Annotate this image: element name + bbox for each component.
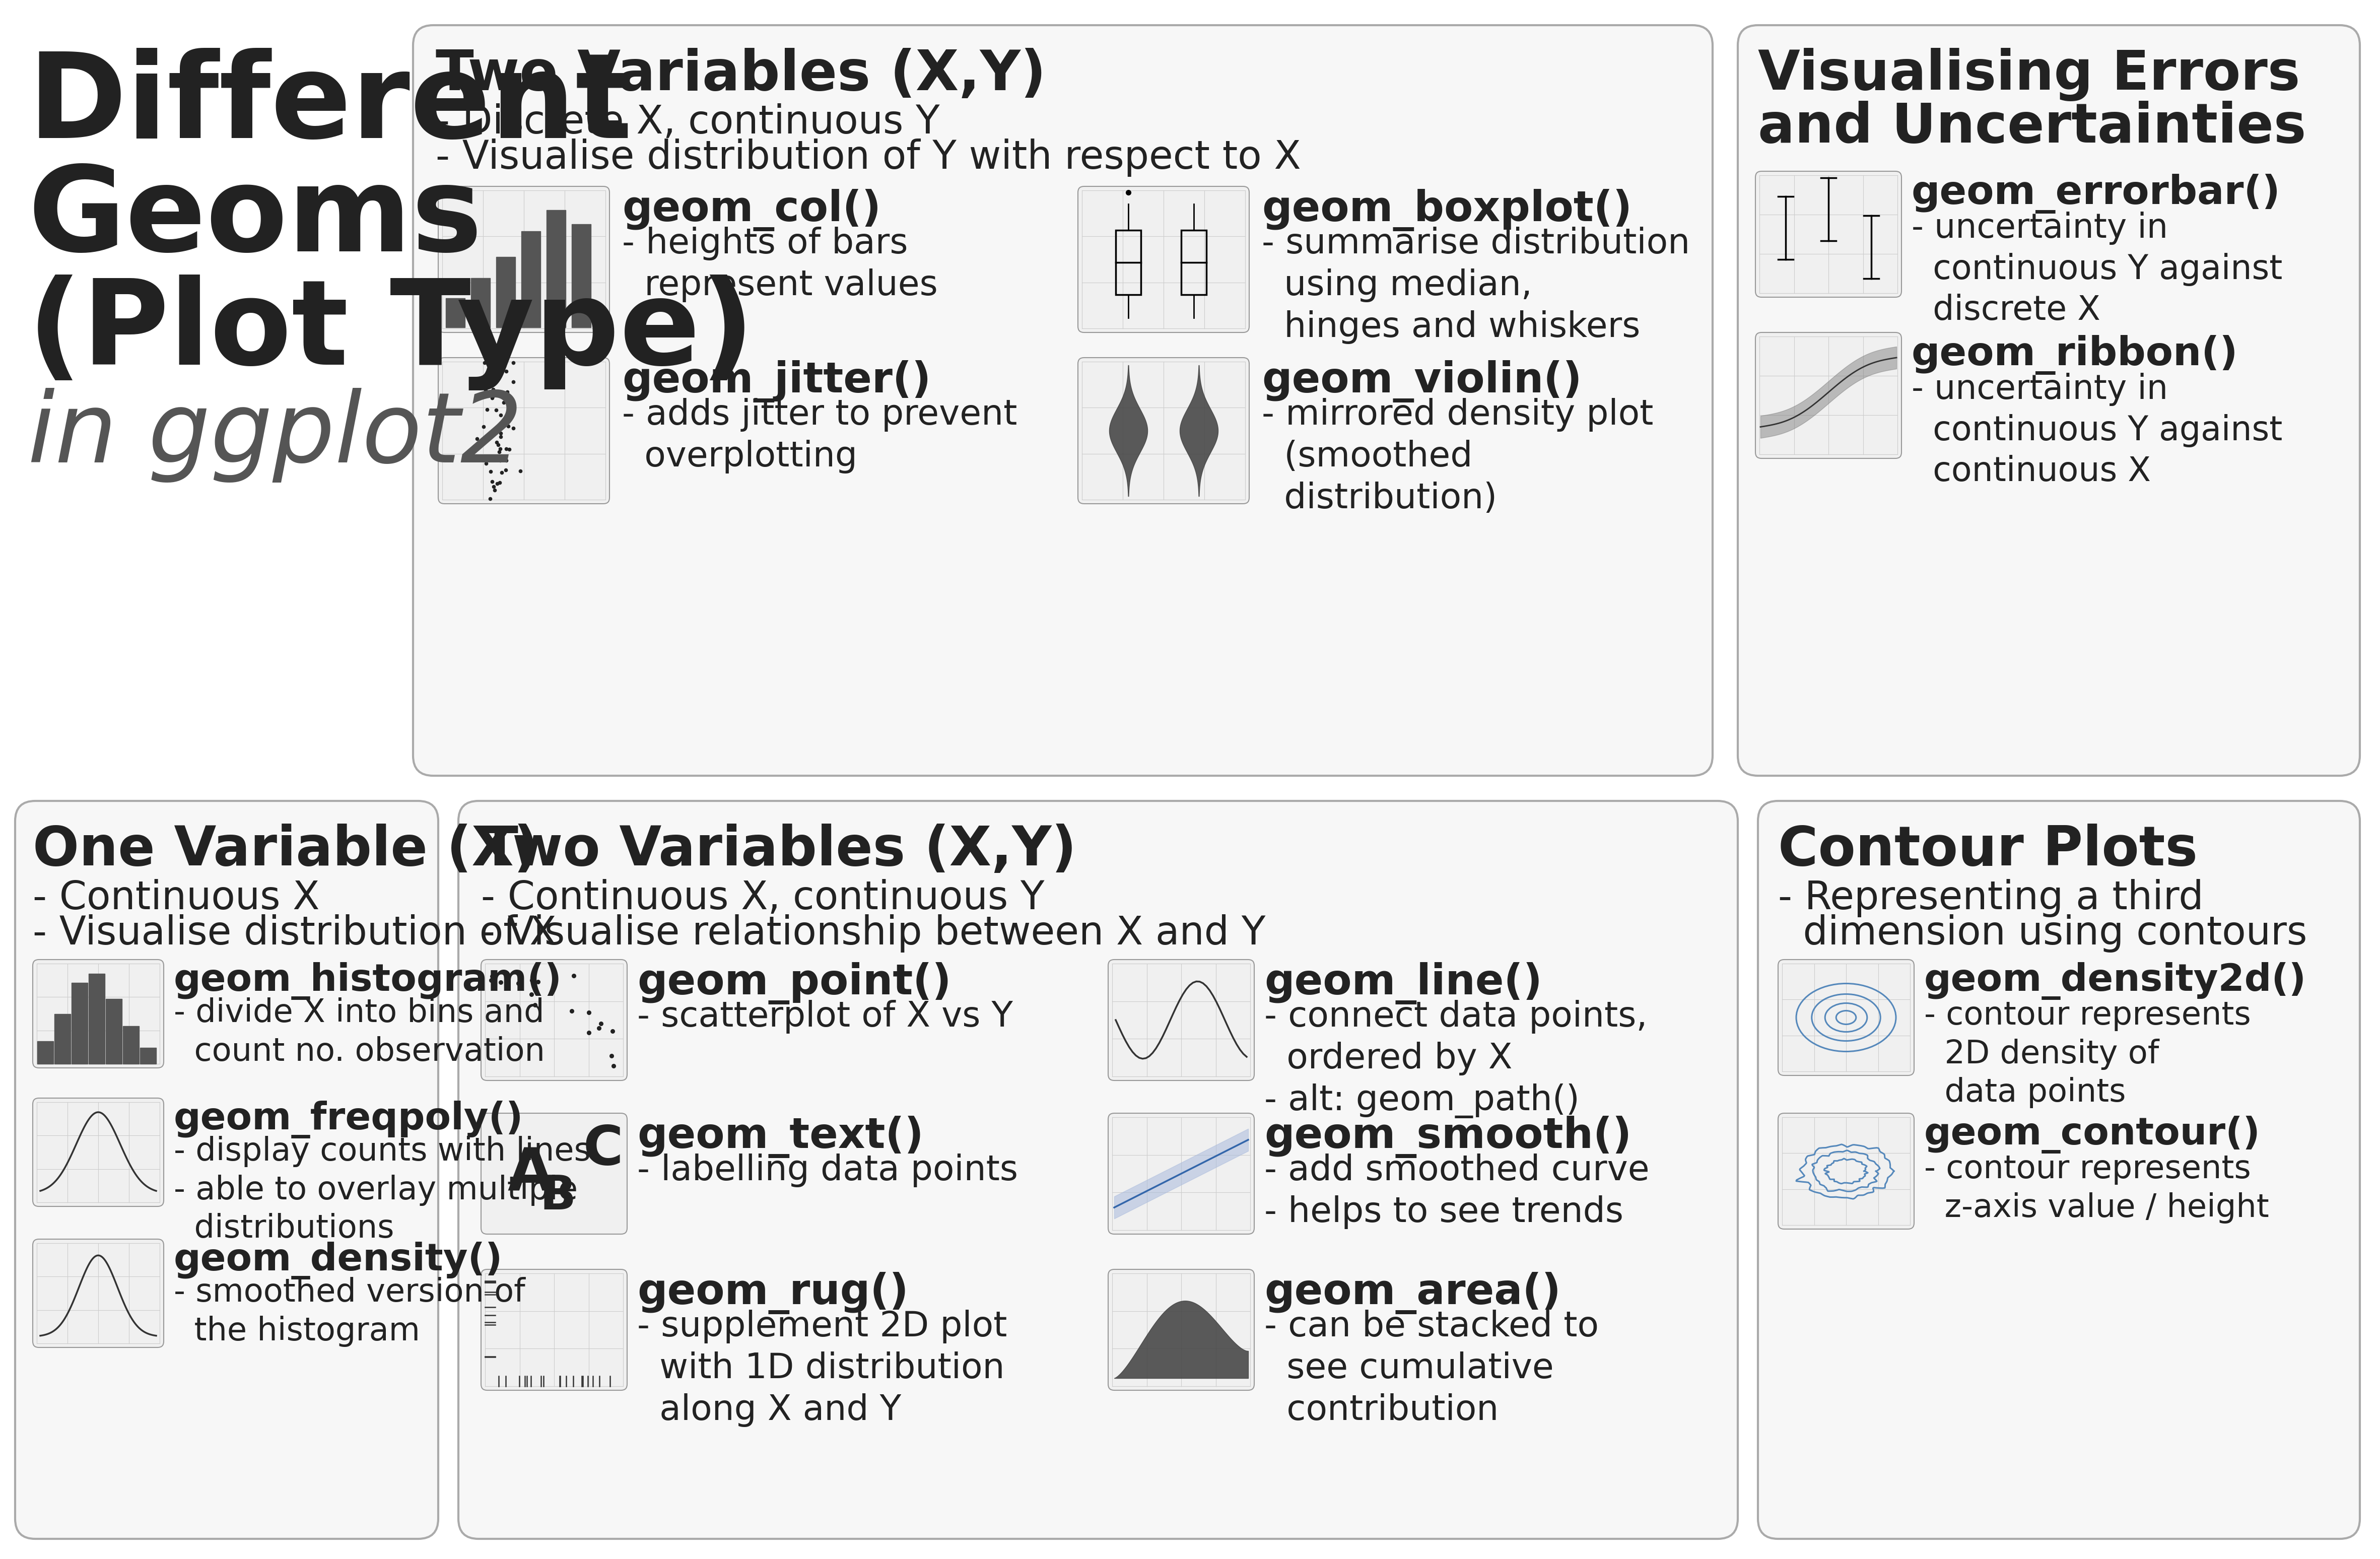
Text: geom_histogram(): geom_histogram() [174,962,562,999]
FancyBboxPatch shape [33,960,164,1068]
Text: geom_text(): geom_text() [638,1116,923,1158]
FancyBboxPatch shape [14,801,438,1539]
FancyBboxPatch shape [438,187,609,332]
FancyBboxPatch shape [481,960,626,1080]
Text: - labelling data points: - labelling data points [638,1154,1019,1188]
FancyBboxPatch shape [438,357,609,504]
Text: - Continuous X, continuous Y: - Continuous X, continuous Y [481,879,1045,917]
Text: One Variable (X): One Variable (X) [33,823,538,878]
Text: - scatterplot of X vs Y: - scatterplot of X vs Y [638,999,1014,1034]
Text: C: C [583,1122,624,1175]
Text: - add smoothed curve
- helps to see trends: - add smoothed curve - helps to see tren… [1264,1154,1649,1228]
FancyBboxPatch shape [1759,801,2361,1539]
Bar [1116,231,1140,295]
Text: (Plot Type): (Plot Type) [29,274,754,390]
Text: geom_boxplot(): geom_boxplot() [1261,189,1633,231]
FancyBboxPatch shape [1078,357,1249,504]
FancyBboxPatch shape [459,801,1737,1539]
Text: - smoothed version of
  the histogram: - smoothed version of the histogram [174,1277,526,1347]
Bar [471,278,490,327]
Text: - can be stacked to
  see cumulative
  contribution: - can be stacked to see cumulative contr… [1264,1310,1599,1426]
Bar [521,231,540,327]
Bar [38,1041,52,1063]
Bar [571,224,590,327]
Bar [140,1048,157,1063]
FancyBboxPatch shape [33,1098,164,1207]
Text: geom_contour(): geom_contour() [1923,1116,2261,1154]
FancyBboxPatch shape [1778,960,1914,1076]
Text: geom_line(): geom_line() [1264,962,1542,1004]
FancyBboxPatch shape [481,1269,626,1391]
Text: - Discrete X, continuous Y: - Discrete X, continuous Y [436,103,940,142]
Text: - adds jitter to prevent
  overplotting: - adds jitter to prevent overplotting [621,398,1016,474]
FancyBboxPatch shape [1109,1269,1254,1391]
Text: geom_violin(): geom_violin() [1261,360,1583,402]
Bar [445,298,464,327]
FancyBboxPatch shape [1109,960,1254,1080]
Bar [71,982,88,1063]
Text: Different: Different [29,48,633,162]
Text: geom_point(): geom_point() [638,962,952,1004]
Text: geom_errorbar(): geom_errorbar() [1911,173,2280,214]
FancyBboxPatch shape [414,25,1714,776]
Text: geom_rug(): geom_rug() [638,1272,909,1314]
Text: Contour Plots: Contour Plots [1778,823,2197,878]
Text: Two Variables (X,Y): Two Variables (X,Y) [481,823,1076,878]
Bar [1180,231,1207,295]
Text: Two Variables (X,Y): Two Variables (X,Y) [436,48,1047,101]
Text: - Visualise relationship between X and Y: - Visualise relationship between X and Y [481,914,1266,953]
Text: and Uncertainties: and Uncertainties [1759,101,2306,154]
Text: - display counts with lines
- able to overlay multiple
  distributions: - display counts with lines - able to ov… [174,1137,590,1244]
Bar [88,974,105,1063]
Text: in ggplot2: in ggplot2 [29,388,524,483]
Bar [105,999,121,1063]
Text: - uncertainty in
  continuous Y against
  discrete X: - uncertainty in continuous Y against di… [1911,212,2282,327]
Text: - Visualise distribution of X: - Visualise distribution of X [33,914,557,953]
Bar [495,257,516,327]
FancyBboxPatch shape [1737,25,2361,776]
Text: - mirrored density plot
  (smoothed
  distribution): - mirrored density plot (smoothed distri… [1261,398,1654,514]
Text: - uncertainty in
  continuous Y against
  continuous X: - uncertainty in continuous Y against co… [1911,373,2282,488]
FancyBboxPatch shape [1078,187,1249,332]
FancyBboxPatch shape [1756,332,1902,458]
Text: A: A [507,1146,555,1204]
Text: geom_density(): geom_density() [174,1241,502,1280]
FancyBboxPatch shape [1109,1113,1254,1235]
Text: - Visualise distribution of Y with respect to X: - Visualise distribution of Y with respe… [436,139,1302,176]
Text: Geoms: Geoms [29,161,483,276]
Text: - summarise distribution
  using median,
  hinges and whiskers: - summarise distribution using median, h… [1261,226,1690,345]
Text: - Continuous X: - Continuous X [33,879,319,917]
Text: geom_smooth(): geom_smooth() [1264,1116,1633,1158]
Text: geom_col(): geom_col() [621,189,881,231]
Text: geom_density2d(): geom_density2d() [1923,962,2306,999]
Text: - divide X into bins and
  count no. observation: - divide X into bins and count no. obser… [174,998,545,1068]
Text: dimension using contours: dimension using contours [1778,914,2306,953]
Text: - connect data points,
  ordered by X
- alt: geom_path(): - connect data points, ordered by X - al… [1264,999,1647,1118]
Text: geom_freqpoly(): geom_freqpoly() [174,1101,524,1138]
Text: - contour represents
  2D density of
  data points: - contour represents 2D density of data … [1923,999,2251,1108]
Text: - supplement 2D plot
  with 1D distribution
  along X and Y: - supplement 2D plot with 1D distributio… [638,1310,1007,1426]
Text: geom_ribbon(): geom_ribbon() [1911,335,2237,374]
Text: - heights of bars
  represent values: - heights of bars represent values [621,226,938,302]
Bar [124,1026,138,1063]
Text: - contour represents
  z-axis value / height: - contour represents z-axis value / heig… [1923,1154,2268,1224]
Bar [55,1015,71,1063]
FancyBboxPatch shape [33,1239,164,1347]
FancyBboxPatch shape [1778,1113,1914,1228]
FancyBboxPatch shape [1756,171,1902,298]
FancyBboxPatch shape [481,1113,626,1235]
Text: - Representing a third: - Representing a third [1778,879,2204,917]
Text: geom_jitter(): geom_jitter() [621,360,931,402]
Text: B: B [540,1174,576,1219]
Bar [547,210,566,327]
Text: geom_area(): geom_area() [1264,1272,1561,1314]
Text: Visualising Errors: Visualising Errors [1759,48,2299,101]
